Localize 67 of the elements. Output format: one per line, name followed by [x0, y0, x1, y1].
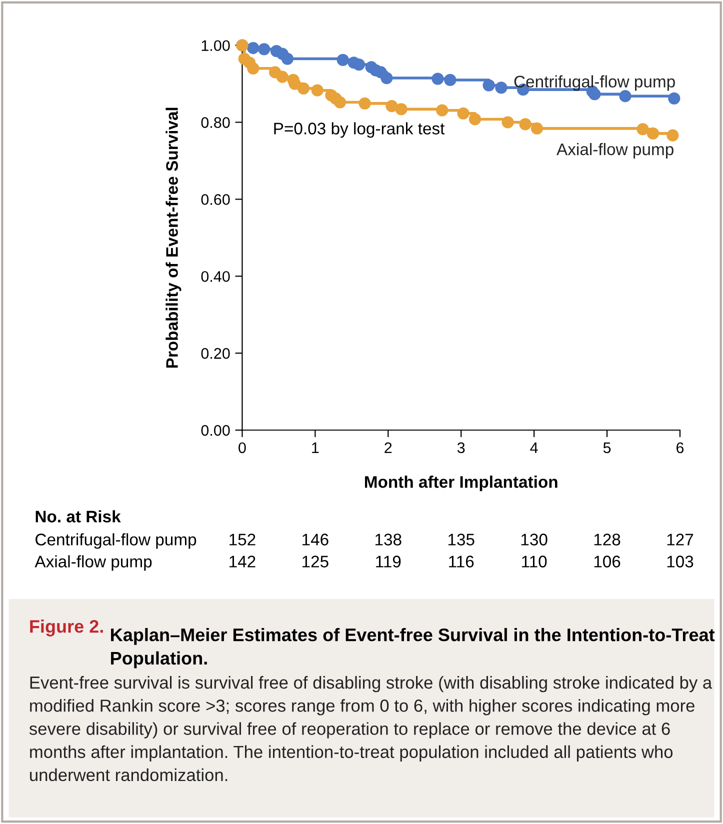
point — [482, 79, 495, 92]
point — [619, 90, 632, 102]
point — [444, 74, 456, 86]
text: 110 — [522, 556, 547, 568]
point — [432, 72, 444, 85]
point — [276, 70, 288, 83]
text: 106 — [594, 556, 620, 568]
text: 103 — [667, 556, 694, 568]
y-tick-label: 0.20 — [201, 348, 230, 359]
point — [247, 42, 260, 54]
x-tick-label: 3 — [457, 442, 465, 454]
point — [502, 116, 514, 128]
point — [247, 62, 260, 74]
point — [395, 103, 408, 116]
text: 127 — [667, 534, 694, 546]
text: 152 — [230, 534, 256, 546]
point — [495, 82, 508, 94]
text: Kaplan–Meier Estimates of Event-free Survival in the Intention-to-Treat Population. — [111, 628, 715, 668]
point — [530, 122, 544, 135]
x-tick-label: 0 — [238, 442, 246, 454]
text: Event-free survival is survival free of disabling stroke (with disabling stroke indicated by a modified Rankin score >3; scores range from 0 to 6, with higher scores indicating more severe disability) or survival free of reoperation to replace or remove the device at 6 months after implantation. The intention-to-treat population included all patients who underwent randomization. — [29, 676, 712, 782]
x-tick-label: 6 — [676, 442, 684, 454]
point — [668, 92, 680, 104]
text: 128 — [594, 534, 620, 546]
text: 119 — [376, 556, 401, 568]
point — [336, 54, 349, 66]
text: 146 — [302, 534, 328, 546]
text: 142 — [230, 556, 256, 568]
x-tick-label: 5 — [603, 442, 611, 454]
text: 135 — [448, 534, 474, 546]
y-tick-label: 0.00 — [201, 424, 230, 436]
point — [666, 129, 679, 142]
y-tick-label: 1.00 — [202, 40, 230, 52]
y-tick-label: 0.60 — [201, 194, 230, 205]
point — [281, 52, 294, 65]
point — [457, 107, 470, 120]
text: 130 — [521, 534, 548, 546]
point — [436, 104, 448, 116]
text: Centrifugal-flow pump — [36, 533, 196, 549]
series-label: Axial-flow pump — [556, 142, 674, 159]
text: 125 — [302, 556, 328, 568]
point — [258, 43, 270, 56]
y-tick-label: 0.80 — [201, 117, 230, 128]
point — [646, 127, 660, 140]
point — [380, 72, 393, 84]
text: No. at Risk — [36, 510, 121, 522]
text: Axial-flow pump — [34, 555, 152, 571]
x-tick-label: 2 — [384, 442, 392, 454]
x-tick-label: 1 — [312, 442, 319, 454]
point — [636, 123, 649, 136]
text: 138 — [376, 534, 402, 546]
point — [358, 97, 371, 110]
text: Figure 2. — [30, 620, 103, 636]
annotation: P=0.03 by log-rank test — [274, 122, 445, 138]
y-axis-title: Probability of Event-free Survival — [166, 108, 182, 368]
point — [311, 84, 324, 96]
point — [519, 118, 532, 130]
point — [386, 100, 398, 112]
series-label: Centrifugal-flow pump — [514, 75, 675, 91]
x-axis-title: Month after Implantation — [365, 476, 558, 492]
point — [334, 96, 346, 108]
point — [352, 58, 366, 71]
y-tick-label: 0.40 — [201, 271, 230, 282]
text: 116 — [449, 556, 474, 568]
x-tick-label: 4 — [530, 442, 538, 454]
point — [468, 113, 482, 126]
point — [297, 82, 310, 94]
